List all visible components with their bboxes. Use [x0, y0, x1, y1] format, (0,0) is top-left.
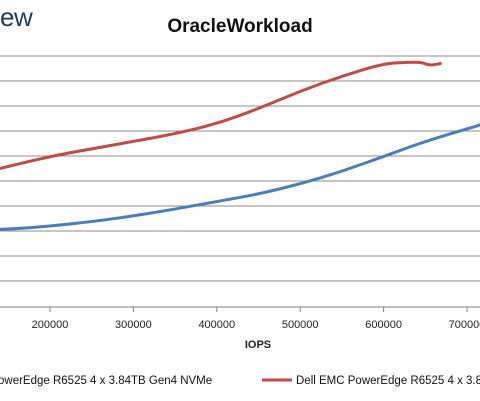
legend-label-series-2: Dell EMC PowerEdge R6525 4 x 3.8 — [296, 375, 480, 387]
legend-label-series-1: owerEdge R6525 4 x 3.84TB Gen4 NVMe — [0, 375, 212, 387]
x-axis-label: IOPS — [245, 339, 271, 351]
x-axis-ticks: 200000 300000 400000 500000 600000 700000 — [32, 307, 480, 331]
series-line-2 — [0, 60, 442, 170]
grid-lines — [0, 55, 480, 282]
x-tick-label: 600000 — [365, 319, 402, 331]
x-tick-label: 200000 — [32, 319, 69, 331]
series-line-1 — [0, 123, 480, 231]
brand-logo-fragment: ew — [0, 2, 33, 32]
legend: owerEdge R6525 4 x 3.84TB Gen4 NVMe Dell… — [0, 375, 480, 387]
series-lines — [0, 60, 480, 231]
x-tick-label: 400000 — [198, 319, 235, 331]
chart-title: OracleWorkload — [167, 16, 312, 37]
x-tick-label: 300000 — [115, 319, 152, 331]
x-tick-label: 700000 — [449, 319, 480, 331]
x-tick-label: 500000 — [282, 319, 319, 331]
